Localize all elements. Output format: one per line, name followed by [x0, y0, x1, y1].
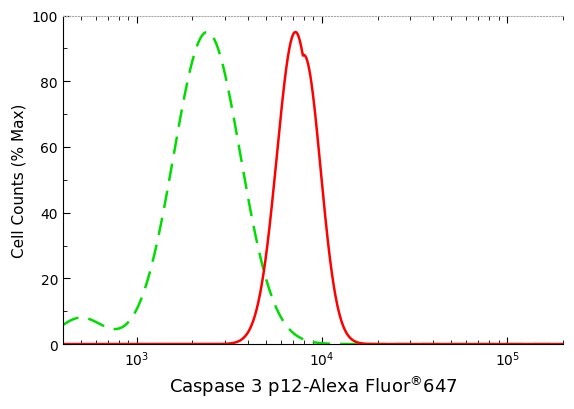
Y-axis label: Cell Counts (% Max): Cell Counts (% Max): [11, 103, 26, 257]
X-axis label: Caspase 3 p12-Alexa Fluor$^\circledR$647: Caspase 3 p12-Alexa Fluor$^\circledR$647: [169, 373, 457, 398]
